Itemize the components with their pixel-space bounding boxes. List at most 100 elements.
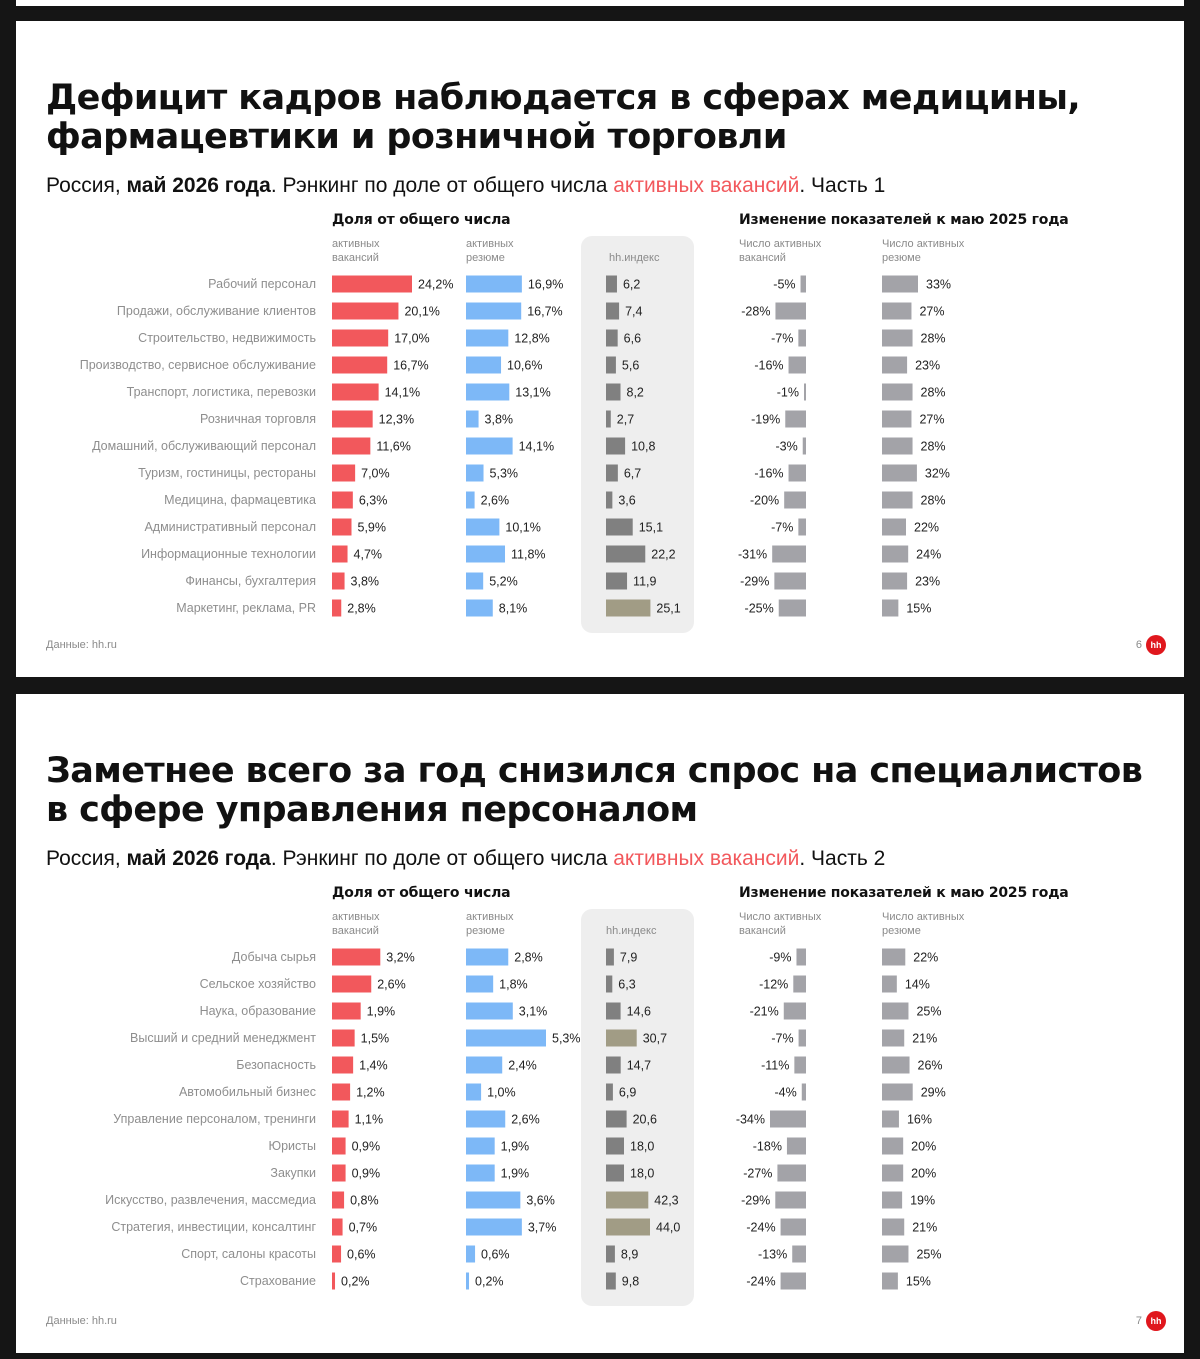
bar-change-vacancies xyxy=(792,1245,806,1263)
bar-change-resumes xyxy=(882,302,912,320)
subtitle-part-3: . Часть 1 xyxy=(799,174,886,197)
bar-resumes-share xyxy=(466,1029,546,1047)
label-change-vacancies: -25% xyxy=(745,602,774,616)
bar-change-vacancies xyxy=(785,410,806,428)
bar-vacancies-share xyxy=(332,1164,346,1182)
bar-change-vacancies xyxy=(798,329,806,347)
bar-hh-index xyxy=(606,1002,621,1020)
label-change-resumes: 25% xyxy=(916,1248,941,1262)
label-hh-index: 22,2 xyxy=(651,548,675,562)
label-change-resumes: 15% xyxy=(906,602,931,616)
bar-change-vacancies xyxy=(804,383,806,401)
title-line-1: Заметнее всего за год снизился спрос на … xyxy=(46,751,1143,791)
label-vacancies-share: 0,9% xyxy=(352,1140,381,1154)
bar-change-resumes xyxy=(882,464,917,482)
bar-resumes-share xyxy=(466,464,484,482)
bar-resumes-share xyxy=(466,1002,513,1020)
header-change-resumes-line-2: резюме xyxy=(882,252,921,264)
hh-logo: hh xyxy=(1146,635,1166,655)
category-label: Высший и средний менеджмент xyxy=(130,1031,316,1045)
bar-change-vacancies xyxy=(777,1164,806,1182)
label-change-resumes: 23% xyxy=(915,575,940,589)
bar-change-vacancies xyxy=(786,1137,806,1155)
bar-change-vacancies xyxy=(778,599,806,617)
bar-vacancies-share xyxy=(332,1137,346,1155)
header-change-resumes-line-1: Число активных xyxy=(882,238,965,250)
header-change-vacancies-line-1: Число активных xyxy=(739,911,822,923)
label-change-vacancies: -18% xyxy=(753,1140,782,1154)
label-vacancies-share: 11,6% xyxy=(376,440,411,454)
bar-change-resumes xyxy=(882,1083,913,1101)
label-hh-index: 6,3 xyxy=(618,978,635,992)
header-change-vacancies-line-2: вакансий xyxy=(739,925,786,937)
bar-vacancies-share xyxy=(332,1272,336,1290)
category-label: Спорт, салоны красоты xyxy=(181,1247,316,1261)
category-label: Искусство, развлечения, массмедиа xyxy=(105,1193,316,1207)
label-change-resumes: 22% xyxy=(914,521,939,535)
label-change-vacancies: -7% xyxy=(771,332,793,346)
label-resumes-share: 2,8% xyxy=(514,951,543,965)
category-label: Продажи, обслуживание клиентов xyxy=(117,304,316,318)
bar-resumes-share xyxy=(466,1137,495,1155)
bar-hh-index xyxy=(606,1272,616,1290)
bar-change-vacancies xyxy=(800,275,806,293)
subtitle-date: май 2026 года xyxy=(126,847,271,870)
label-resumes-share: 1,9% xyxy=(501,1140,530,1154)
category-label: Наука, образование xyxy=(200,1004,316,1018)
label-resumes-share: 8,1% xyxy=(499,602,528,616)
label-hh-index: 3,6 xyxy=(618,494,635,508)
bar-resumes-share xyxy=(466,545,506,563)
bar-vacancies-share xyxy=(332,1110,349,1128)
bar-vacancies-share xyxy=(332,1191,345,1209)
bar-vacancies-share xyxy=(332,1029,355,1047)
label-hh-index: 18,0 xyxy=(630,1167,654,1181)
header-vacancies: активных вакансий xyxy=(332,237,442,265)
bar-resumes-share xyxy=(466,356,502,374)
bar-change-resumes xyxy=(882,383,913,401)
label-resumes-share: 1,0% xyxy=(487,1086,516,1100)
bar-hh-index xyxy=(606,1191,649,1209)
bar-hh-index xyxy=(606,599,651,617)
label-change-vacancies: -27% xyxy=(743,1167,772,1181)
bar-vacancies-share xyxy=(332,1245,342,1263)
ranking-chart: Добыча сырья 3,2% 2,8% 7,9 -9% 22% Сельское хо… xyxy=(105,948,946,1290)
label-change-resumes: 33% xyxy=(926,278,951,292)
label-hh-index: 44,0 xyxy=(656,1221,680,1235)
slide-1: Дефицит кадров наблюдается в сферах меди… xyxy=(16,21,1184,677)
label-vacancies-share: 0,7% xyxy=(349,1221,378,1235)
label-hh-index: 6,2 xyxy=(623,278,640,292)
label-resumes-share: 1,8% xyxy=(499,978,528,992)
header-vacancies: активных вакансий xyxy=(332,910,442,938)
bar-resumes-share xyxy=(466,383,510,401)
header-change: Изменение показателей к маю 2025 года xyxy=(739,212,1069,228)
category-label: Добыча сырья xyxy=(232,950,316,964)
bar-vacancies-share xyxy=(332,275,412,293)
bar-vacancies-share xyxy=(332,572,345,590)
bar-vacancies-share xyxy=(332,1083,351,1101)
bar-change-vacancies xyxy=(798,1029,806,1047)
subtitle-highlight: активных вакансий xyxy=(613,847,800,870)
label-resumes-share: 5,2% xyxy=(489,575,517,589)
label-change-vacancies: -11% xyxy=(761,1059,789,1073)
label-change-vacancies: -4% xyxy=(775,1086,797,1100)
category-label: Юристы xyxy=(268,1139,316,1153)
label-vacancies-share: 14,1% xyxy=(385,386,420,400)
category-label: Туризм, гостиницы, рестораны xyxy=(138,466,316,480)
label-change-resumes: 26% xyxy=(918,1059,943,1073)
header-vacancies-line-2: вакансий xyxy=(332,925,379,937)
bar-change-resumes xyxy=(882,1272,898,1290)
bar-vacancies-share xyxy=(332,545,348,563)
bar-vacancies-share xyxy=(332,464,356,482)
data-source: Данные: hh.ru xyxy=(46,1315,117,1327)
category-label: Безопасность xyxy=(236,1058,316,1072)
bar-change-vacancies xyxy=(780,1218,806,1236)
page-number: 7 xyxy=(1135,1315,1142,1327)
label-change-resumes: 20% xyxy=(911,1140,936,1154)
label-vacancies-share: 12,3% xyxy=(379,413,414,427)
label-resumes-share: 11,8% xyxy=(511,548,546,562)
bar-change-resumes xyxy=(882,437,913,455)
label-vacancies-share: 24,2% xyxy=(418,278,453,292)
page-number: 6 xyxy=(1135,639,1142,651)
label-change-resumes: 24% xyxy=(916,548,941,562)
header-hh-index: hh.индекс xyxy=(609,252,660,264)
